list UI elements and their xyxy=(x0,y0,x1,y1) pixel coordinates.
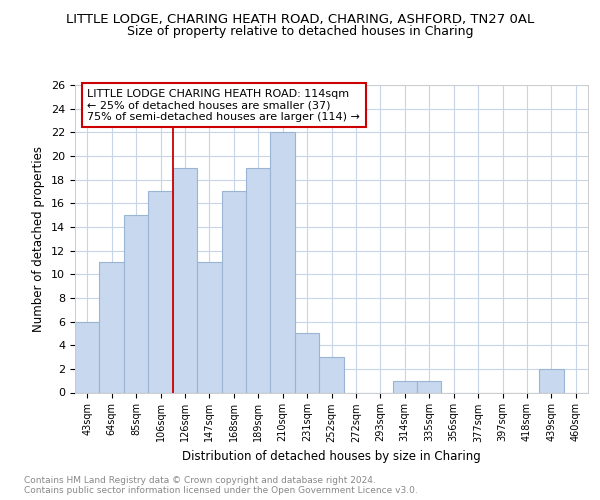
X-axis label: Distribution of detached houses by size in Charing: Distribution of detached houses by size … xyxy=(182,450,481,463)
Bar xyxy=(392,380,417,392)
Bar xyxy=(173,168,197,392)
Bar xyxy=(221,192,246,392)
Bar xyxy=(539,369,563,392)
Text: LITTLE LODGE CHARING HEATH ROAD: 114sqm
← 25% of detached houses are smaller (37: LITTLE LODGE CHARING HEATH ROAD: 114sqm … xyxy=(88,88,361,122)
Text: Contains HM Land Registry data © Crown copyright and database right 2024.
Contai: Contains HM Land Registry data © Crown c… xyxy=(24,476,418,495)
Bar xyxy=(124,215,148,392)
Bar xyxy=(417,380,442,392)
Text: Size of property relative to detached houses in Charing: Size of property relative to detached ho… xyxy=(127,25,473,38)
Text: LITTLE LODGE, CHARING HEATH ROAD, CHARING, ASHFORD, TN27 0AL: LITTLE LODGE, CHARING HEATH ROAD, CHARIN… xyxy=(66,12,534,26)
Bar xyxy=(100,262,124,392)
Bar xyxy=(246,168,271,392)
Bar xyxy=(319,357,344,392)
Bar xyxy=(148,192,173,392)
Y-axis label: Number of detached properties: Number of detached properties xyxy=(32,146,46,332)
Bar xyxy=(271,132,295,392)
Bar xyxy=(295,334,319,392)
Bar xyxy=(75,322,100,392)
Bar xyxy=(197,262,221,392)
